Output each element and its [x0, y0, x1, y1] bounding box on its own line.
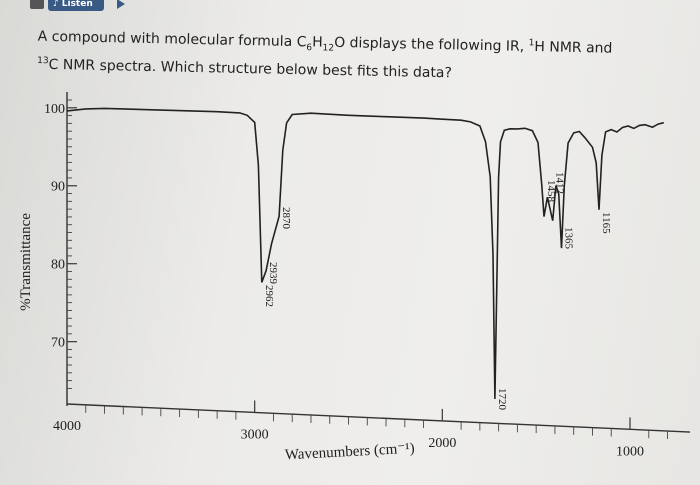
peak-label: 2962	[263, 285, 275, 307]
play-icon[interactable]	[117, 0, 125, 9]
x-tick-label: 2000	[428, 436, 456, 451]
peak-label: 2939	[267, 262, 279, 285]
chart-axes: 100 90 80 70 4000 3000 2000 1000	[44, 92, 691, 459]
x-tick-label: 1000	[616, 444, 644, 459]
speaker-icon: ♪	[53, 0, 59, 9]
y-tick-label: 70	[51, 336, 65, 351]
listen-button[interactable]: ♪ Listen	[48, 0, 104, 11]
peak-label: 1458	[545, 180, 557, 203]
y-tick-label: 80	[51, 258, 65, 273]
x-tick-label: 3000	[241, 427, 269, 442]
peak-label: 1165	[600, 212, 612, 234]
x-axis-line	[66, 403, 691, 433]
peak-label: 1412	[554, 172, 566, 194]
peak-label: 2870	[280, 207, 292, 230]
listen-label: Listen	[61, 0, 93, 9]
reader-toolbar: ♪ Listen	[0, 0, 700, 14]
peak-label: 1365	[563, 227, 575, 250]
x-tick-label: 4000	[53, 419, 81, 434]
y-tick-label: 100	[44, 102, 65, 117]
x-axis-label: Wavenumbers (cm⁻¹)	[285, 441, 416, 464]
ir-spectrum-line	[66, 107, 664, 400]
y-axis-label: %Transmittance	[18, 213, 34, 311]
y-tick-label: 90	[51, 180, 65, 195]
menu-icon[interactable]	[30, 0, 44, 9]
peak-label: 1720	[496, 388, 508, 411]
